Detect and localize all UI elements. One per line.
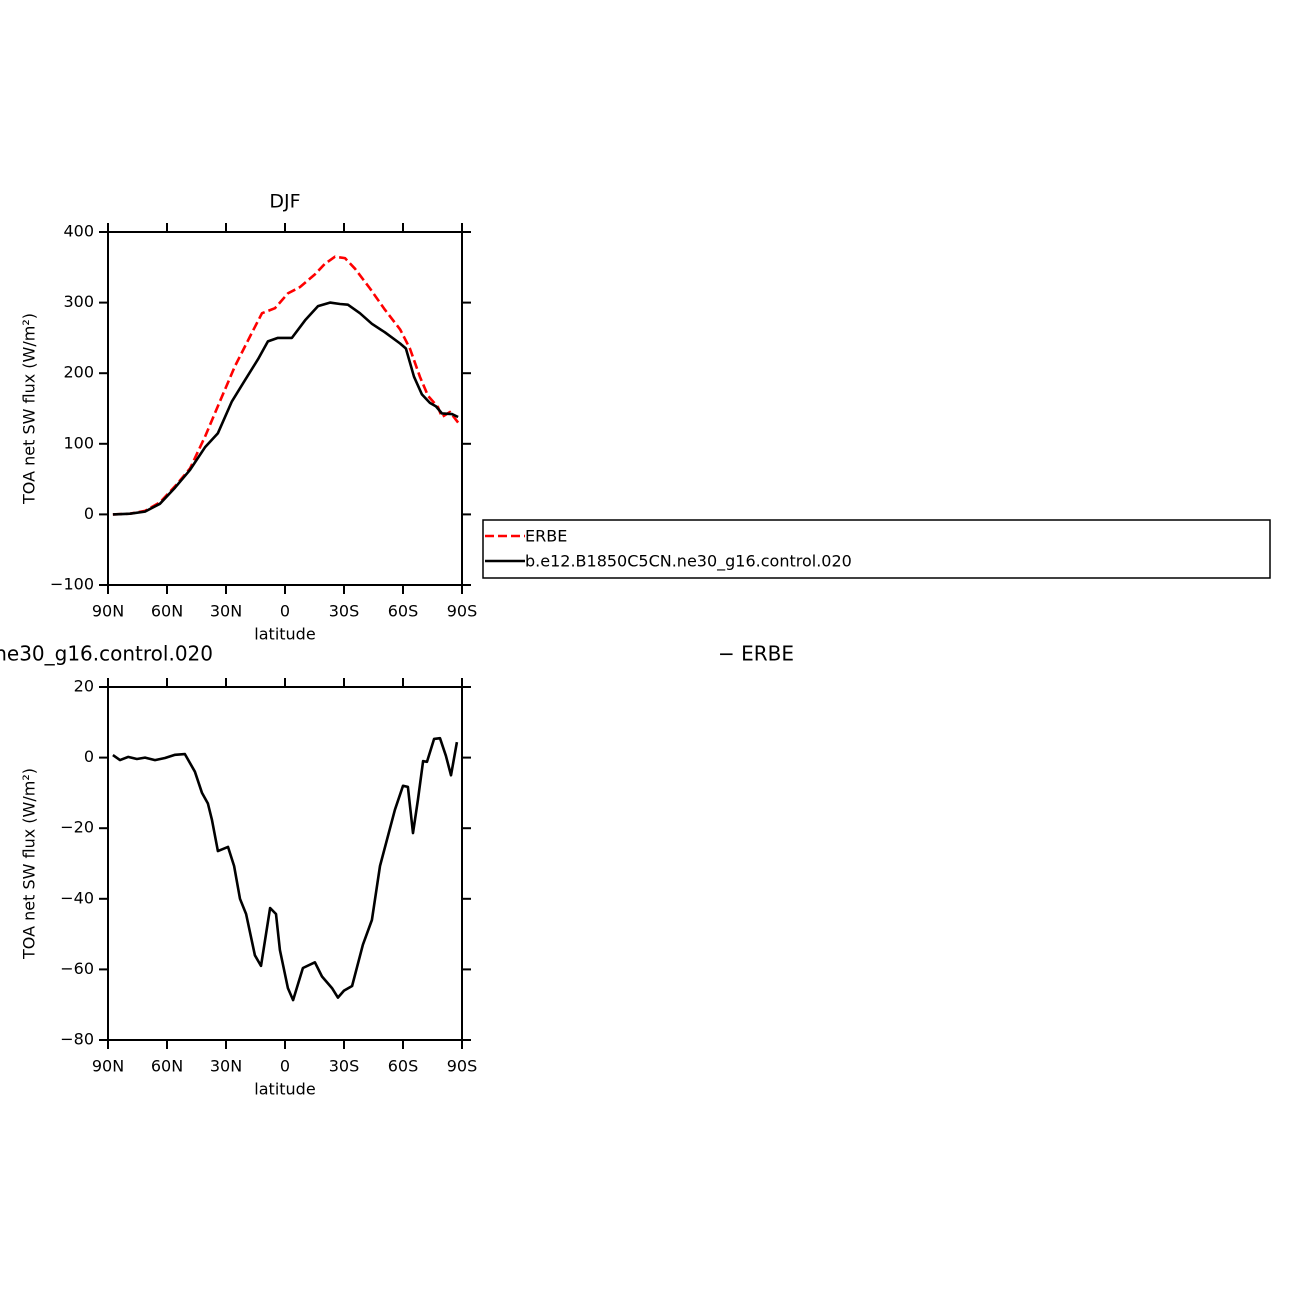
x-tick-label: 60S [388, 1057, 419, 1076]
x-tick-label: 30S [329, 602, 360, 621]
x-tick-label: 60S [388, 602, 419, 621]
y-tick-label: 200 [63, 363, 94, 382]
x-tick-label: 60N [151, 602, 183, 621]
y-tick-label: −100 [50, 575, 94, 594]
x-axis-label: latitude [254, 1080, 315, 1099]
y-tick-label: −40 [60, 888, 94, 907]
y-tick-label: −60 [60, 959, 94, 978]
x-tick-label: 90S [447, 1057, 478, 1076]
x-tick-label: 30S [329, 1057, 360, 1076]
y-tick-label: −80 [60, 1030, 94, 1049]
x-tick-label: 60N [151, 1057, 183, 1076]
x-tick-label: 0 [280, 1057, 290, 1076]
y-tick-label: 0 [84, 747, 94, 766]
legend-label: ERBE [525, 527, 567, 546]
x-tick-label: 90N [92, 602, 124, 621]
x-tick-label: 90N [92, 1057, 124, 1076]
plot-frame [107, 686, 463, 1041]
chart-title: − ERBE [718, 642, 794, 666]
y-tick-label: 0 [84, 504, 94, 523]
x-tick-label: 0 [280, 602, 290, 621]
x-axis-label: latitude [254, 625, 315, 644]
y-tick-label: −20 [60, 818, 94, 837]
x-tick-label: 90S [447, 602, 478, 621]
x-tick-label: 30N [210, 602, 242, 621]
chart-title: DJF [269, 191, 300, 213]
series-line [112, 255, 460, 516]
legend-label: b.e12.B1850C5CN.ne30_g16.control.020 [525, 552, 852, 572]
chart-title: b.e12.B1850C5CN.ne30_g16.control.020 [0, 642, 213, 666]
series-line [112, 301, 459, 516]
x-tick-label: 30N [210, 1057, 242, 1076]
y-tick-label: 20 [74, 677, 94, 696]
legend-box [482, 519, 1271, 579]
plot-frame [107, 231, 463, 586]
y-axis-label: TOA net SW flux (W/m²) [20, 313, 39, 505]
series-line [112, 736, 459, 1002]
y-tick-label: 400 [63, 222, 94, 241]
y-tick-label: 100 [63, 433, 94, 452]
y-tick-label: 300 [63, 292, 94, 311]
y-axis-label: TOA net SW flux (W/m²) [20, 768, 39, 960]
